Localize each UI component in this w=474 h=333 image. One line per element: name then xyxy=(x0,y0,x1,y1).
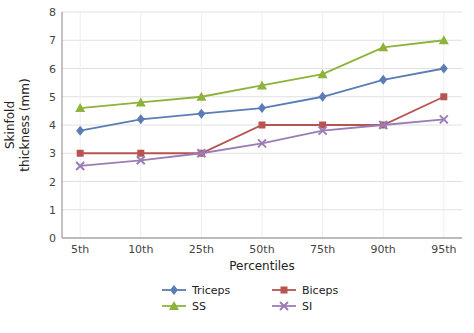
grid xyxy=(62,12,462,238)
point xyxy=(196,92,206,101)
point xyxy=(77,150,84,157)
point xyxy=(137,114,145,124)
y-tick-label: 8 xyxy=(49,6,56,19)
series-line xyxy=(80,40,444,108)
x-tick-label: 75th xyxy=(310,243,335,256)
point xyxy=(197,149,205,157)
x-tick-label: 25th xyxy=(189,243,214,256)
y-tick-label: 1 xyxy=(49,204,56,217)
point xyxy=(136,97,146,106)
x-axis-label: Percentiles xyxy=(229,259,294,273)
y-axis xyxy=(62,12,63,238)
point xyxy=(137,150,144,157)
x-tick-label: 95th xyxy=(431,243,456,256)
point xyxy=(439,35,449,44)
legend-label: SS xyxy=(192,300,206,313)
legend-marker xyxy=(170,285,178,295)
point xyxy=(440,93,447,100)
point xyxy=(440,115,448,123)
point xyxy=(258,103,266,113)
y-tick-label: 7 xyxy=(49,34,56,47)
legend-marker xyxy=(280,302,288,310)
y-tick-label: 6 xyxy=(49,63,56,76)
y-tick-label: 0 xyxy=(49,232,56,245)
legend: Triceps Biceps SS SI xyxy=(162,284,338,313)
point xyxy=(259,122,266,129)
series-line xyxy=(80,119,444,166)
point xyxy=(137,156,145,164)
y-tick-label: 4 xyxy=(49,119,56,132)
point xyxy=(258,139,266,147)
x-tick-label: 5th xyxy=(71,243,89,256)
point xyxy=(76,162,84,170)
grid-line xyxy=(80,12,81,238)
point xyxy=(257,80,267,89)
legend-marker xyxy=(281,287,288,294)
y-tick-label: 3 xyxy=(49,147,56,160)
point xyxy=(440,64,448,74)
point xyxy=(379,121,387,129)
point xyxy=(379,75,387,85)
plot-area xyxy=(75,35,449,170)
grid-line xyxy=(443,12,444,238)
point xyxy=(318,69,328,78)
legend-label: Triceps xyxy=(191,284,230,297)
y-axis-label: Skinfoldthickness (mm) xyxy=(3,78,32,171)
y-tick-label: 2 xyxy=(49,176,56,189)
chart: 0 1 2 3 4 5 6 7 8 5th 10th 25th 50th 75th 90th 95th Perc… xyxy=(0,0,474,333)
grid-line xyxy=(62,238,462,239)
legend-marker xyxy=(169,301,179,310)
point xyxy=(197,109,205,119)
point xyxy=(75,103,85,112)
x-tick-label: 90th xyxy=(371,243,396,256)
grid-line xyxy=(201,12,202,238)
legend-label: Biceps xyxy=(302,284,338,297)
y-tick-label: 5 xyxy=(49,91,56,104)
point xyxy=(319,127,327,135)
x-tick-label: 10th xyxy=(128,243,153,256)
x-axis xyxy=(62,238,462,239)
grid-line xyxy=(140,12,141,238)
point xyxy=(378,42,388,51)
x-tick-label: 50th xyxy=(249,243,274,256)
point xyxy=(76,126,84,136)
point xyxy=(319,92,327,102)
legend-label: SI xyxy=(302,300,312,313)
